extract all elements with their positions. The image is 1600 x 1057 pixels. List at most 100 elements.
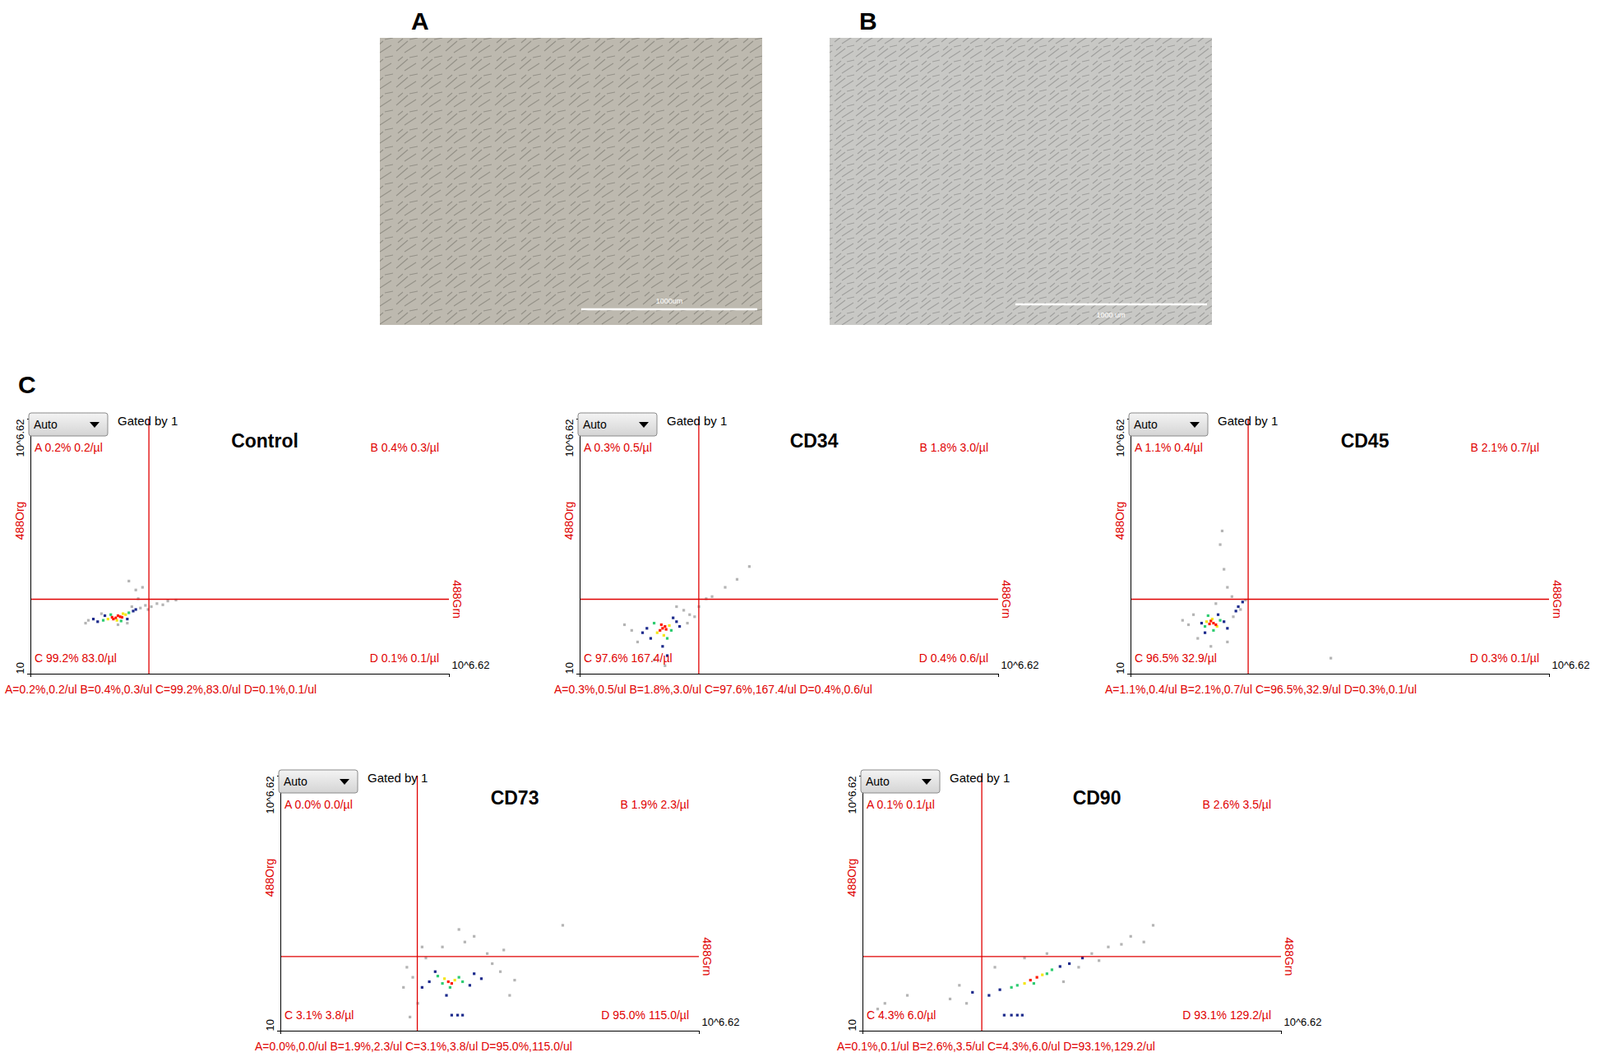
dropdown-arrow: [1189, 421, 1200, 428]
event-point: [1205, 619, 1208, 623]
event-point: [121, 611, 125, 615]
dropdown-label: Auto: [33, 417, 58, 431]
event-point: [630, 628, 634, 632]
flow-plot: 1010^6.6210^6.62488Org488GrnAutoGated by…: [1105, 412, 1590, 696]
x-axis-title: 488Grn: [1550, 579, 1564, 619]
event-point: [87, 619, 90, 622]
event-point: [457, 975, 461, 979]
event-point: [436, 974, 440, 977]
flow-plot: 1010^6.6210^6.62488Org488GrnAutoGated by…: [554, 412, 1039, 696]
event-point: [883, 1001, 887, 1004]
quadrant-label: D 93.1% 129.2/µl: [1182, 1008, 1272, 1022]
tick: 10^6.62: [563, 419, 580, 458]
event-point: [667, 624, 671, 627]
tick-label: 10: [563, 661, 576, 674]
quadrant-label: D 0.3% 0.1/µl: [1470, 651, 1540, 665]
event-point: [1200, 621, 1203, 625]
dropdown-box: [278, 769, 358, 793]
event-point: [1010, 985, 1013, 989]
tick: 10^6.62: [998, 658, 1040, 677]
gate-dropdown: Auto: [28, 412, 108, 436]
gate-dropdown: Auto: [1128, 412, 1208, 436]
quadrant-label: B 1.9% 2.3/µl: [619, 797, 690, 811]
axis-line: [1127, 419, 1132, 675]
micrograph-panel: 1000um: [379, 37, 763, 325]
event-point: [408, 1015, 412, 1018]
tick-label: 10^6.62: [452, 658, 491, 671]
y-axis-title: 488Org: [845, 858, 859, 898]
event-point: [116, 623, 120, 626]
event-point: [131, 609, 135, 612]
event-point: [444, 993, 448, 996]
density-level: [1200, 600, 1244, 634]
event-point: [461, 1013, 464, 1017]
plot-area: [30, 418, 449, 674]
event-point: [965, 1001, 968, 1004]
tick-label: 10: [1114, 661, 1127, 674]
axis-line: [27, 419, 32, 675]
tick-mark: [448, 673, 450, 677]
chart-title: CD90: [1072, 786, 1122, 809]
tick: 10: [846, 1018, 863, 1031]
event-point: [508, 993, 511, 996]
event-point: [710, 595, 713, 598]
plot-area: [579, 418, 999, 674]
quadrant-summary: A=1.1%,0.4/ul B=2.1%,0.7/ul C=96.5%,32.9…: [1105, 682, 1417, 696]
dropdown-arrow: [89, 421, 100, 428]
event-point: [472, 971, 476, 975]
y-axis: 1010^6.62: [1114, 419, 1132, 675]
event-point: [120, 619, 123, 622]
tick-label: 10^6.62: [846, 776, 859, 814]
y-axis-title: 488Org: [562, 501, 576, 541]
event-point: [1021, 1013, 1024, 1017]
axis-line: [859, 776, 864, 1032]
plot-area: [1130, 418, 1550, 674]
event-point: [434, 970, 437, 973]
event-point: [103, 614, 107, 617]
dropdown-arrow: [638, 421, 649, 428]
density-level: [436, 974, 464, 989]
event-point: [685, 621, 689, 625]
scale-bar: [581, 308, 758, 311]
tick-label: 10: [263, 1018, 277, 1031]
quadrant-label: A 0.0% 0.0/µl: [284, 797, 353, 811]
event-point: [1216, 613, 1220, 616]
event-point: [125, 617, 129, 620]
event-point: [411, 975, 414, 979]
chart-title: CD34: [790, 430, 839, 452]
event-point: [663, 664, 666, 667]
scale-bar: [1015, 303, 1207, 306]
gate-line-horizontal: [30, 598, 449, 600]
event-point: [83, 621, 87, 625]
dropdown-box: [28, 412, 108, 436]
event-point: [1236, 605, 1240, 608]
event-point: [1097, 958, 1101, 962]
quadrant-label: A 1.1% 0.4/µl: [1134, 440, 1203, 454]
event-point: [1209, 644, 1212, 648]
event-point: [143, 603, 147, 606]
event-point: [499, 970, 502, 973]
tick: 10: [1114, 661, 1131, 674]
tick-label: 10^6.62: [563, 419, 576, 458]
tick-label: 10^6.62: [1284, 1015, 1323, 1028]
gate-line-horizontal: [1130, 598, 1550, 600]
event-point: [665, 636, 669, 639]
event-point: [1068, 961, 1071, 965]
tick: 10: [563, 661, 580, 674]
event-point: [440, 945, 444, 948]
event-point: [1106, 945, 1110, 948]
y-axis: 10 10^6.62: [563, 419, 581, 675]
quadrant-summary: A=0.2%,0.2/ul B=0.4%,0.3/ul C=99.2%,83.0…: [4, 682, 317, 696]
event-point: [125, 621, 129, 625]
event-point: [660, 623, 663, 626]
event-point: [502, 947, 505, 951]
event-point: [670, 628, 673, 632]
event-point: [450, 981, 454, 985]
event-point: [649, 636, 653, 639]
quadrant-label: A 0.2% 0.2/µl: [34, 440, 103, 454]
event-point: [671, 616, 675, 620]
quadrant-label: C 96.5% 32.9/µl: [1134, 651, 1217, 665]
density-level: [402, 923, 565, 1018]
quadrant-label: B 2.1% 0.7/µl: [1470, 440, 1540, 454]
flow-plot: 1010^6.6210^6.62488Org488GrnAutoGated by…: [836, 769, 1322, 1053]
